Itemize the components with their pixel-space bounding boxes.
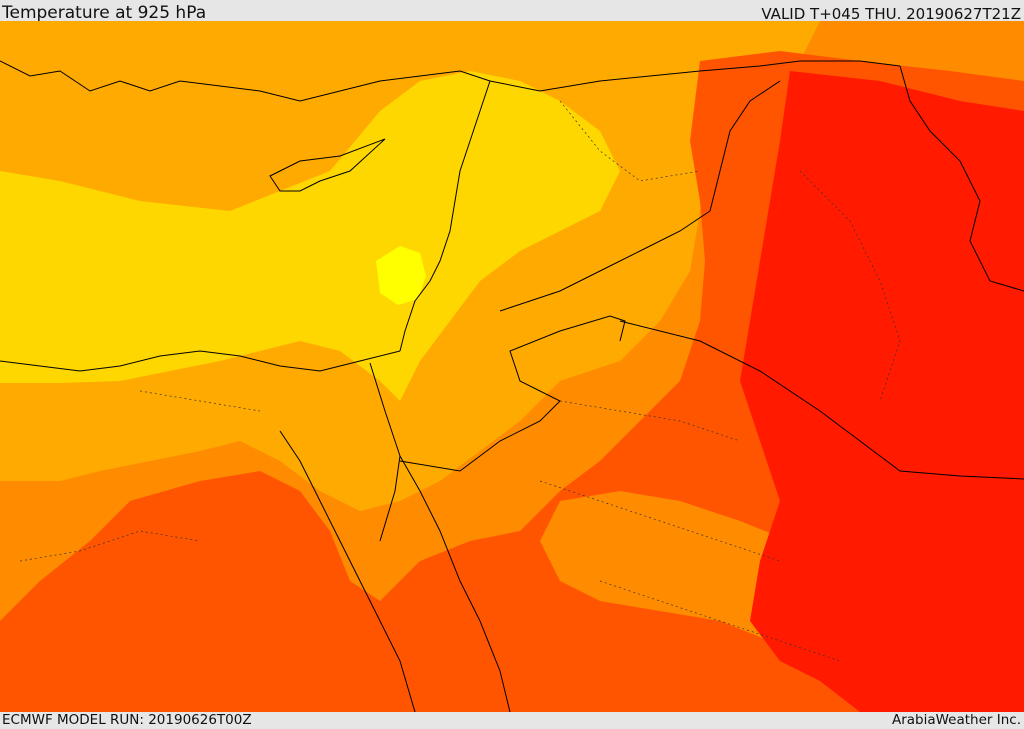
province-boundaries <box>19 100 901 662</box>
band-hot-egypt <box>60 521 240 712</box>
band-warm-arabia <box>540 491 820 641</box>
credit-label: ArabiaWeather Inc. <box>891 712 1021 728</box>
temperature-map <box>0 21 1024 712</box>
band-coolest <box>376 246 426 305</box>
country-borders <box>0 60 1024 712</box>
valid-time-label: VALID T+045 THU. 20190627T21Z <box>761 5 1021 23</box>
band-cool <box>0 71 620 401</box>
map-canvas <box>0 21 1024 712</box>
map-title: Temperature at 925 hPa <box>2 3 207 23</box>
band-hottest <box>740 71 1024 712</box>
model-run-label: ECMWF MODEL RUN: 20190626T00Z <box>2 712 252 728</box>
